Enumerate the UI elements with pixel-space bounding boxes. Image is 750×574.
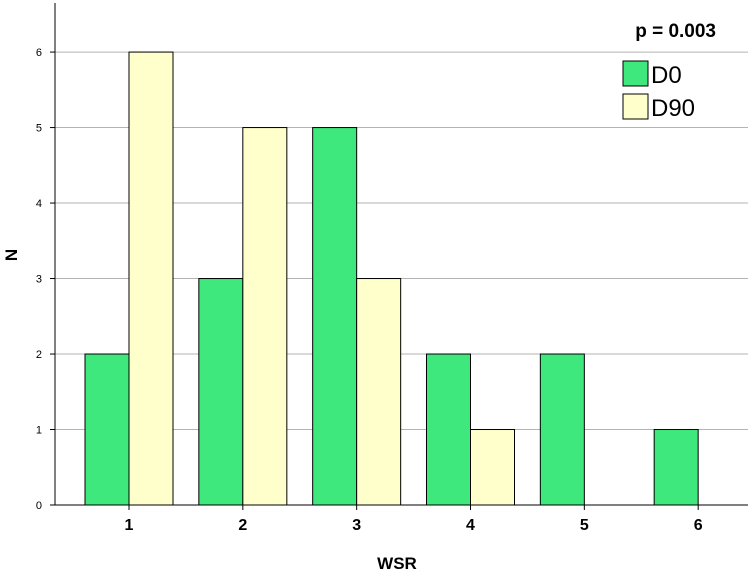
bars <box>84 51 699 506</box>
bar-d0-5 <box>539 353 585 506</box>
legend-label-d90: D90 <box>651 95 695 122</box>
bar-d0-6 <box>653 429 699 506</box>
bar-d90-4 <box>470 429 515 506</box>
x-tick-label: 5 <box>580 517 589 534</box>
y-tick-label: 0 <box>36 500 42 512</box>
legend-swatch-d90 <box>622 93 649 120</box>
axes <box>50 3 748 510</box>
y-tick-label: 2 <box>36 349 42 361</box>
bar-d0-2 <box>198 278 244 506</box>
bar-d90-1 <box>128 51 174 506</box>
bar-d90-3 <box>356 278 402 506</box>
y-tick-label: 6 <box>36 47 42 59</box>
x-tick-label: 1 <box>125 517 134 534</box>
legend-label-d0: D0 <box>651 62 682 89</box>
x-tick-labels: 1 2 3 4 5 6 <box>125 517 703 534</box>
x-tick-label: 4 <box>466 517 475 534</box>
bar-d0-4 <box>426 353 471 506</box>
y-tick-label: 4 <box>36 198 42 210</box>
legend-swatch-d0 <box>622 60 649 87</box>
bar-d0-1 <box>84 353 130 506</box>
x-tick-label: 6 <box>694 517 703 534</box>
x-axis-label: WSR <box>377 554 417 573</box>
bar-d90-2 <box>242 127 288 506</box>
x-tick-label: 3 <box>352 517 361 534</box>
p-value-annotation: p = 0.003 <box>635 21 716 42</box>
y-tick-labels: 0 1 2 3 4 5 6 <box>36 47 42 512</box>
x-tick-label: 2 <box>238 517 247 534</box>
bar-d0-3 <box>312 127 358 506</box>
y-tick-label: 3 <box>36 274 42 286</box>
y-tick-label: 5 <box>36 123 42 135</box>
y-tick-label: 1 <box>36 425 42 437</box>
y-axis-label: N <box>2 249 21 261</box>
